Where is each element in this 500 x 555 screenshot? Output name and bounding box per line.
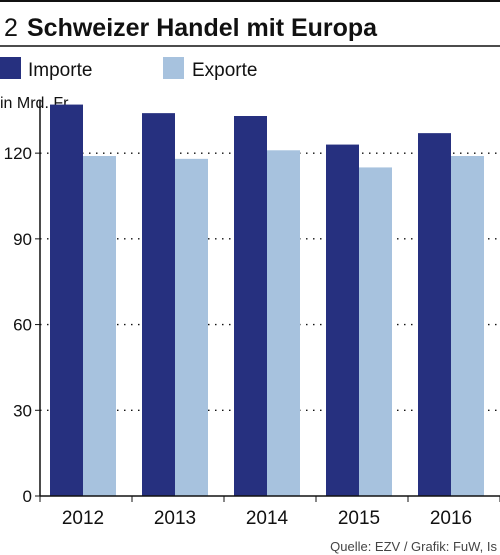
bar-importe-2013 bbox=[142, 113, 175, 497]
bar-importe-2012 bbox=[50, 104, 83, 497]
bar-exporte-2013 bbox=[175, 158, 208, 496]
bar-exporte-2012 bbox=[83, 156, 116, 496]
y-tick-label-120: 120 bbox=[4, 144, 32, 163]
bars bbox=[50, 104, 484, 497]
legend-swatch-importe bbox=[0, 57, 21, 79]
y-tick-label-30: 30 bbox=[13, 401, 32, 420]
legend-label-importe: Importe bbox=[28, 60, 92, 81]
x-tick-label-2012: 2012 bbox=[62, 508, 104, 529]
x-tick-label-2013: 2013 bbox=[154, 508, 196, 529]
legend-label-exporte: Exporte bbox=[192, 60, 257, 81]
y-tick-label-60: 60 bbox=[13, 316, 32, 335]
bar-importe-2016 bbox=[418, 133, 451, 496]
x-tick-label-2015: 2015 bbox=[338, 508, 380, 529]
x-tick-label-2014: 2014 bbox=[246, 508, 289, 529]
axes bbox=[39, 100, 500, 502]
source-note: Quelle: EZV / Grafik: FuW, Is bbox=[330, 539, 497, 554]
bar-importe-2015 bbox=[326, 144, 359, 497]
y-tick-label-90: 90 bbox=[13, 230, 32, 249]
bar-importe-2014 bbox=[234, 116, 267, 496]
x-tick-labels: 2012 2013 2014 2015 2016 bbox=[62, 496, 500, 529]
x-tick-label-2016: 2016 bbox=[430, 508, 472, 529]
legend-swatch-exporte bbox=[163, 57, 184, 79]
chart-number: 2 bbox=[4, 14, 18, 42]
bar-exporte-2016 bbox=[451, 156, 484, 496]
y-tick-labels: 0 30 60 90 120 bbox=[4, 144, 40, 506]
bar-exporte-2015 bbox=[359, 167, 392, 496]
y-tick-label-0: 0 bbox=[23, 487, 32, 506]
chart-title: Schweizer Handel mit Europa bbox=[27, 14, 378, 42]
bar-exporte-2014 bbox=[267, 150, 300, 497]
